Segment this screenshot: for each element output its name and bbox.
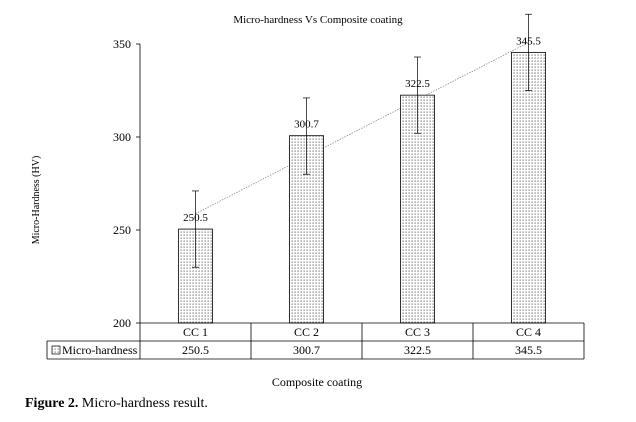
error-bar [414,56,421,134]
y-axis-label: Micro-Hardness (HV) [31,156,42,245]
y-axis-ticks: 200 250 300 350 [113,37,140,330]
table-value: 300.7 [293,343,320,357]
chart-title: Micro-hardness Vs Composite coating [233,14,403,26]
table-value: 322.5 [404,343,431,357]
y-tick-label: 200 [113,316,131,330]
data-label: 345.5 [516,35,541,47]
legend-key [51,345,61,355]
data-label: 300.7 [294,119,319,131]
data-labels: 250.5 300.7 322.5 345.5 [183,35,541,224]
category-label: CC 2 [294,325,319,339]
category-label: CC 4 [516,325,541,339]
x-axis-label: Composite coating [272,375,362,389]
table-value: 345.5 [515,343,542,357]
error-bar [303,97,310,175]
data-table: CC 1 CC 2 CC 3 CC 4 Micro-hardness 250.5 300.7… [46,322,585,360]
y-tick-label: 250 [113,223,131,237]
category-label: CC 3 [405,325,430,339]
data-label: 322.5 [405,78,430,90]
error-bar [192,190,199,268]
figure-caption-label: Figure 2. [25,396,79,411]
bars [178,51,546,324]
legend-series-name: Micro-hardness [62,343,138,357]
figure-caption: Figure 2. Micro-hardness result. [25,396,208,412]
linear-trendline [195,42,529,215]
y-tick-label: 350 [113,37,131,51]
table-value: 250.5 [182,343,209,357]
category-label: CC 1 [183,325,208,339]
y-tick-label: 300 [113,130,131,144]
data-label: 250.5 [183,212,208,224]
bar-cc-4 [511,51,546,324]
trendline-layer [195,42,529,215]
error-bars [192,13,532,268]
error-bar [525,13,532,91]
figure-caption-text: Micro-hardness result. [78,396,208,411]
